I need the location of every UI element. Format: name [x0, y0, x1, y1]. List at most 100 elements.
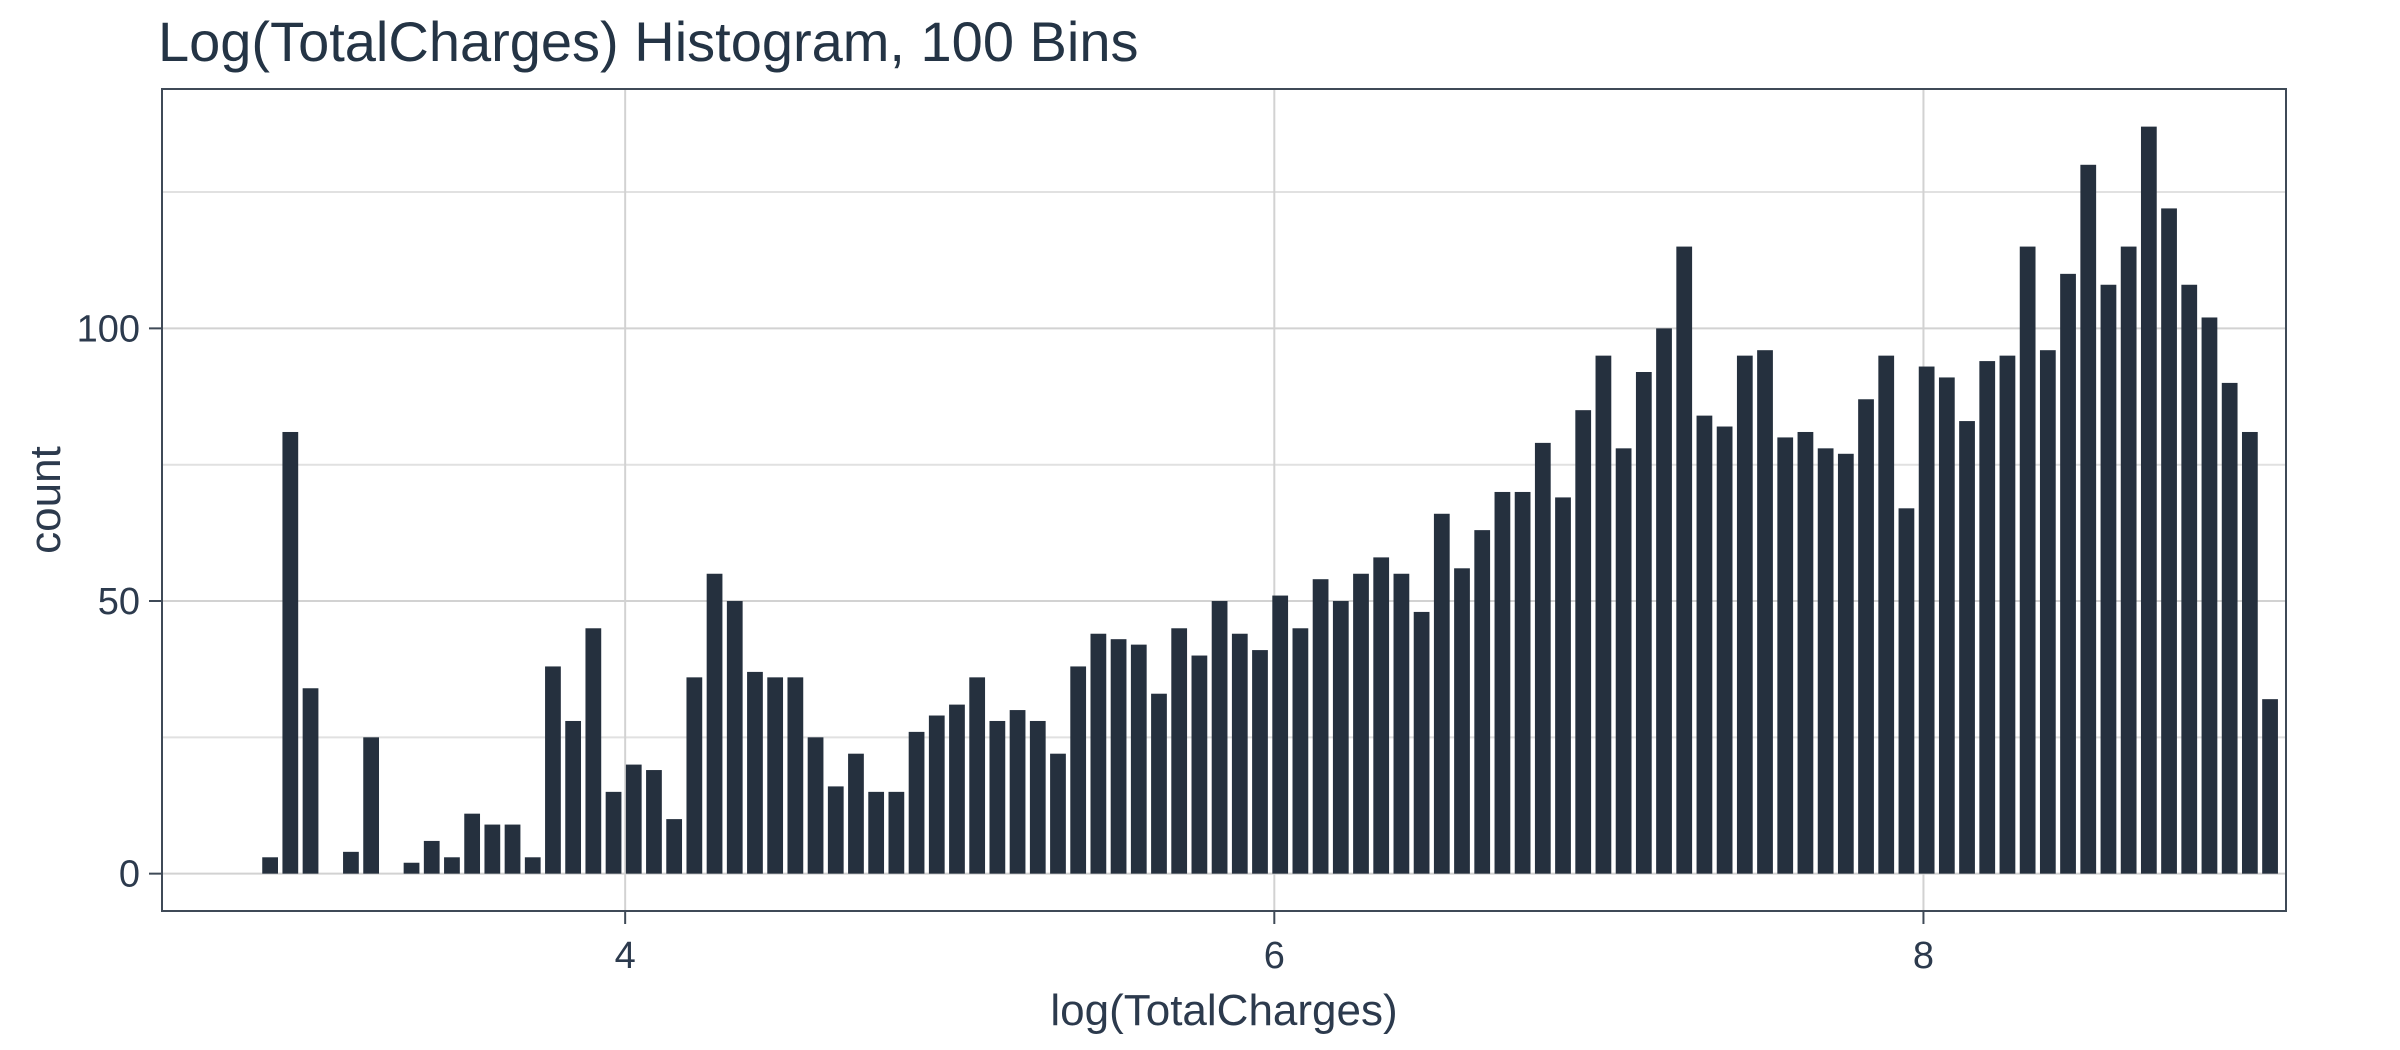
- histogram-bar: [1817, 448, 1834, 874]
- histogram-bar: [767, 677, 784, 874]
- histogram-bar: [726, 601, 743, 874]
- histogram-bar: [1595, 355, 1612, 874]
- histogram-bar: [1635, 372, 1652, 874]
- histogram-bar: [1979, 361, 1996, 874]
- histogram-bar: [1151, 693, 1167, 874]
- histogram-bar: [1029, 720, 1046, 874]
- histogram-bar: [666, 819, 683, 874]
- histogram-bar: [646, 770, 662, 874]
- histogram-bar: [1292, 628, 1309, 874]
- histogram-bar: [605, 791, 622, 874]
- histogram-bar: [2120, 246, 2137, 874]
- histogram-bar: [2100, 284, 2117, 874]
- histogram-bar: [524, 857, 541, 874]
- histogram-bar: [2221, 382, 2238, 874]
- histogram-bar: [1999, 355, 2016, 874]
- histogram-bar: [2241, 431, 2258, 874]
- histogram-bar: [2060, 273, 2076, 874]
- histogram-bar: [1252, 650, 1268, 874]
- histogram-bar: [1272, 595, 1289, 874]
- histogram-bar: [1130, 644, 1147, 874]
- histogram-bar: [827, 786, 844, 874]
- histogram-bar: [625, 764, 642, 874]
- histogram-bar: [2161, 208, 2177, 874]
- histogram-bar: [2080, 164, 2097, 874]
- histogram-bar: [807, 737, 824, 874]
- histogram-bar: [868, 791, 885, 874]
- histogram-bar: [1211, 601, 1228, 874]
- histogram-bar: [787, 677, 804, 874]
- histogram-bar: [1090, 633, 1107, 874]
- histogram-bar: [1575, 410, 1592, 874]
- y-tick-label: 100: [77, 308, 140, 350]
- histogram-bar: [545, 666, 561, 874]
- histogram-bar: [1171, 628, 1188, 874]
- histogram-bar: [1736, 355, 1753, 874]
- histogram-bar: [423, 840, 440, 874]
- histogram-bar: [1454, 568, 1470, 874]
- histogram-bar: [262, 857, 278, 874]
- histogram-bar: [363, 737, 380, 874]
- histogram-bar: [464, 813, 481, 874]
- histogram-bar: [403, 862, 420, 874]
- histogram-bar: [302, 688, 319, 874]
- histogram-bar: [1797, 431, 1814, 874]
- x-tick-label: 4: [615, 935, 636, 977]
- x-tick-label: 6: [1264, 935, 1285, 977]
- histogram-bar: [2201, 317, 2218, 874]
- histogram-bar: [1514, 491, 1531, 874]
- y-axis-title: count: [21, 446, 70, 554]
- histogram-bar: [1353, 573, 1369, 874]
- histogram-bar: [1534, 442, 1551, 874]
- histogram-bar: [706, 573, 723, 874]
- histogram-bar: [888, 791, 905, 874]
- histogram-bar: [1938, 377, 1955, 874]
- histogram-bar: [969, 677, 986, 874]
- histogram-bar: [1555, 497, 1571, 874]
- chart-title: Log(TotalCharges) Histogram, 100 Bins: [158, 10, 1139, 73]
- histogram-bar: [2140, 126, 2157, 874]
- histogram-bar: [928, 715, 945, 874]
- histogram-bar: [1393, 573, 1410, 874]
- histogram-bar: [1009, 710, 1026, 874]
- y-tick-label: 50: [98, 581, 140, 623]
- histogram-bar: [1837, 453, 1854, 874]
- histogram-bar: [1474, 530, 1491, 874]
- histogram-bar: [1918, 366, 1935, 874]
- histogram-bar: [484, 824, 501, 874]
- histogram-bar: [1878, 355, 1895, 874]
- histogram-bar: [989, 720, 1006, 874]
- histogram-bar: [2181, 284, 2198, 874]
- histogram-bar: [2039, 350, 2056, 874]
- histogram-bar: [848, 753, 864, 874]
- histogram-bar: [1656, 328, 1672, 874]
- histogram-bar: [1898, 508, 1915, 874]
- histogram-bar: [1191, 655, 1208, 874]
- histogram-bar: [1332, 601, 1349, 874]
- histogram-bar: [1959, 421, 1975, 874]
- histogram-bar: [2262, 699, 2278, 874]
- histogram-bar: [1413, 611, 1430, 874]
- histogram-bar: [1050, 753, 1066, 874]
- histogram-bar: [908, 731, 925, 874]
- histogram-bar: [1696, 415, 1713, 874]
- histogram-bar: [686, 677, 703, 874]
- histogram-bar: [1676, 246, 1693, 874]
- histogram-bar: [1231, 633, 1248, 874]
- x-tick-label: 8: [1913, 935, 1934, 977]
- histogram-bar: [1858, 399, 1874, 874]
- histogram-bar: [282, 431, 299, 874]
- histogram-bar: [1312, 579, 1329, 874]
- histogram-bar: [1716, 426, 1733, 874]
- histogram-bar: [1494, 491, 1511, 874]
- histogram-bar: [1070, 666, 1087, 874]
- histogram-bar: [504, 824, 521, 874]
- histogram-bar: [1615, 448, 1632, 874]
- histogram-bar: [444, 857, 460, 874]
- histogram-bar: [343, 851, 359, 874]
- histogram-bar: [1110, 639, 1127, 874]
- histogram-bar: [1373, 557, 1390, 874]
- y-tick-label: 0: [119, 854, 140, 896]
- panel-border: [161, 88, 2287, 912]
